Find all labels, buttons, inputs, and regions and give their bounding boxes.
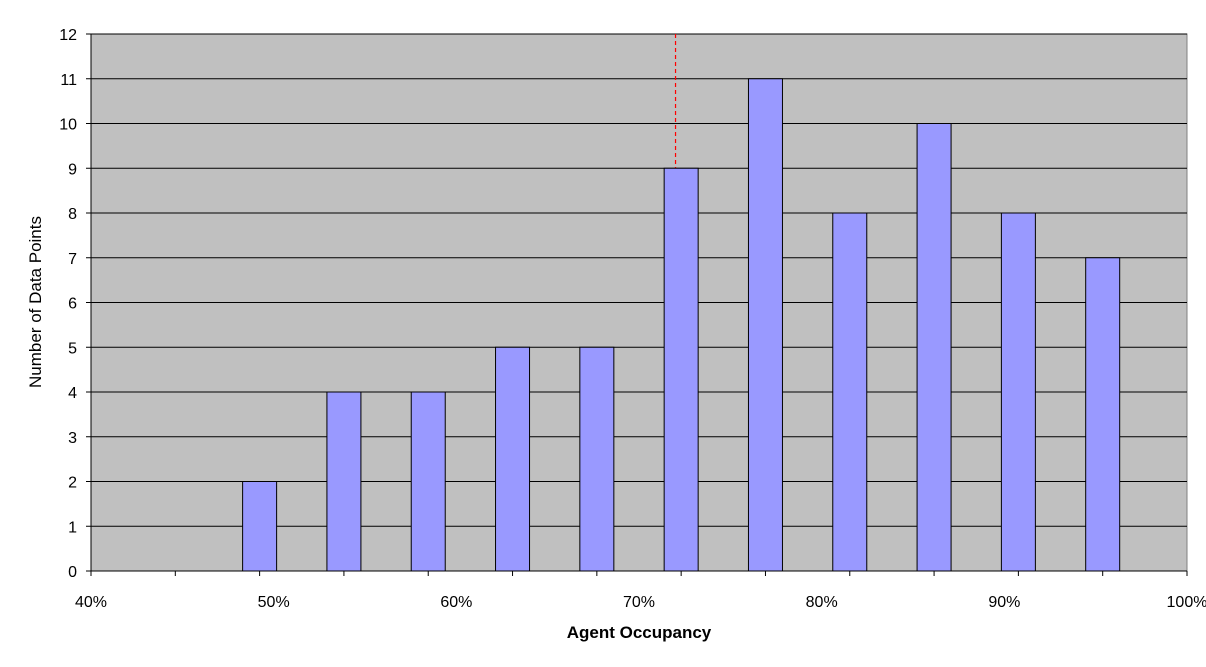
y-tick-label: 3: [68, 430, 77, 447]
y-tick-label: 7: [68, 251, 77, 268]
y-tick-label: 4: [68, 385, 77, 402]
bar-55%: [410, 391, 446, 572]
bar-50%: [326, 391, 362, 572]
bar-95%: [1085, 257, 1121, 572]
y-tick-label: 10: [59, 117, 77, 134]
y-tick-label: 11: [60, 72, 77, 89]
x-tick-label: 90%: [988, 594, 1020, 611]
x-tick-label: 80%: [806, 594, 838, 611]
y-axis-title: Number of Data Points: [26, 216, 45, 388]
y-tick-label: 6: [68, 296, 77, 313]
y-tick-label: 1: [68, 519, 77, 536]
x-tick-label: 50%: [258, 594, 290, 611]
y-tick-label: 2: [68, 475, 77, 492]
bar-60%: [495, 346, 531, 572]
y-tick-label: 0: [68, 564, 77, 581]
bars: [242, 78, 1121, 572]
y-tick-label: 9: [68, 161, 77, 178]
x-tick-label: 100%: [1167, 594, 1206, 611]
bar-75%: [747, 78, 783, 572]
x-tick-label: 40%: [75, 594, 107, 611]
y-tick-label: 5: [68, 340, 77, 357]
bar-80%: [832, 212, 868, 572]
x-tick-label: 60%: [440, 594, 472, 611]
bar-90%: [1000, 212, 1036, 572]
x-axis-title: Agent Occupancy: [567, 623, 712, 642]
bar-45%: [242, 481, 278, 572]
bar-85%: [916, 123, 952, 572]
x-tick-label: 70%: [623, 594, 655, 611]
bar-65%: [579, 346, 615, 572]
y-tick-label: 12: [59, 27, 77, 44]
bar-70%: [663, 167, 699, 572]
y-tick-label: 8: [68, 206, 77, 223]
x-ticks: 40% 50% 60% 70% 80% 90% 100%: [75, 571, 1206, 611]
